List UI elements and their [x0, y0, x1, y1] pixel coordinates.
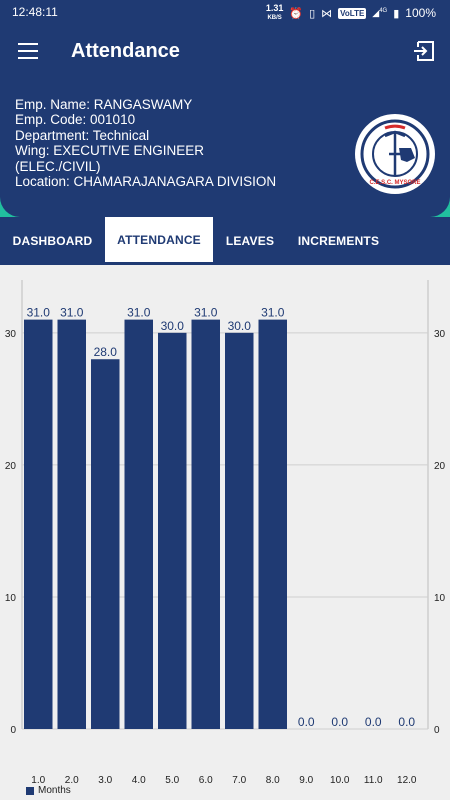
bar-value-label: 28.0 [94, 345, 118, 359]
app-bar: Attendance [0, 24, 450, 80]
alarm-icon: ⏰ [289, 7, 304, 20]
battery-icon: ▮ [393, 7, 400, 20]
bar-value-label: 31.0 [194, 306, 218, 320]
bar[interactable] [57, 319, 87, 729]
bar-value-label: 30.0 [161, 319, 185, 333]
bar[interactable] [124, 319, 154, 729]
employee-department: Department: Technical [15, 127, 150, 143]
tab-attendance[interactable]: ATTENDANCE [105, 217, 213, 265]
bar-value-label: 31.0 [127, 306, 151, 320]
tab-increments[interactable]: INCREMENTS [297, 234, 380, 248]
bar[interactable] [258, 319, 288, 729]
bar[interactable] [24, 319, 53, 729]
y-tick-left: 20 [5, 461, 17, 472]
bar-value-label: 30.0 [228, 319, 252, 333]
status-icons: 1.31 KB/S ⏰ ▯ ⋈ VoLTE ◢4G ▮ 100% [266, 4, 436, 22]
x-tick-label: 10.0 [330, 775, 350, 785]
x-tick-label: 3.0 [98, 775, 112, 785]
y-tick-right: 0 [434, 725, 440, 736]
status-bar: 12:48:11 1.31 KB/S ⏰ ▯ ⋈ VoLTE ◢4G ▮ 100… [0, 0, 450, 24]
signal-icon: ◢4G [372, 7, 388, 18]
y-tick-right: 10 [434, 593, 446, 604]
profile-card: Emp. Name: RANGASWAMY Emp. Code: 001010 … [0, 80, 450, 217]
status-time: 12:48:11 [12, 5, 58, 19]
x-tick-label: 4.0 [132, 775, 146, 785]
bar[interactable] [91, 359, 120, 729]
hamburger-menu-icon[interactable] [18, 43, 38, 59]
y-tick-right: 30 [434, 329, 446, 340]
bar-value-label: 0.0 [331, 715, 348, 729]
logout-icon[interactable] [412, 40, 436, 62]
profile-section: Emp. Name: RANGASWAMY Emp. Code: 001010 … [0, 80, 450, 220]
battery-level: 100% [405, 6, 436, 20]
network-speed-value: 1.31 [265, 3, 284, 13]
bar-value-label: 31.0 [261, 306, 285, 320]
bar-value-label: 0.0 [398, 715, 415, 729]
bar-value-label: 0.0 [298, 715, 315, 729]
bar-value-label: 31.0 [60, 306, 84, 320]
signal-label: 4G [379, 7, 388, 14]
legend-swatch [26, 786, 34, 795]
x-tick-label: 5.0 [165, 775, 179, 785]
tab-leaves[interactable]: LEAVES [225, 234, 275, 248]
tab-dashboard[interactable]: DASHBOARD [12, 234, 93, 248]
employee-code: Emp. Code: 001010 [15, 112, 136, 128]
x-tick-label: 8.0 [266, 775, 280, 785]
volte-badge: VoLTE [338, 7, 367, 19]
employee-details: Emp. Name: RANGASWAMY Emp. Code: 001010 … [15, 97, 276, 189]
network-speed-unit: KB/S [267, 15, 282, 21]
y-tick-left: 30 [5, 329, 17, 340]
cesc-logo: C.E.S.C. MYSORE [355, 114, 435, 194]
attendance-bar-chart: 0 0 10 10 20 20 30 30 31.0 1.0 31.0 2.0 28.0 3.0 31.0 4… [5, 280, 446, 785]
page-title: Attendance [71, 40, 180, 62]
logo-caption: C.E.S.C. MYSORE [369, 180, 420, 186]
bar[interactable] [158, 332, 187, 729]
x-tick-label: 6.0 [199, 775, 213, 785]
x-tick-label: 1.0 [31, 775, 45, 785]
tab-bar: DASHBOARD ATTENDANCE LEAVES INCREMENTS [0, 217, 450, 265]
y-tick-left: 10 [5, 593, 17, 604]
x-tick-label: 9.0 [299, 775, 313, 785]
attendance-chart: 0 0 10 10 20 20 30 30 31.0 1.0 31.0 2.0 28.0 3.0 31.0 4… [0, 265, 450, 800]
y-tick-right: 20 [434, 461, 446, 472]
x-tick-label: 12.0 [397, 775, 417, 785]
employee-wing-detail: (ELEC./CIVIL) [15, 158, 101, 174]
vibrate-icon: ▯ [309, 7, 316, 20]
employee-wing: Wing: EXECUTIVE ENGINEER [15, 143, 205, 159]
employee-name: Emp. Name: RANGASWAMY [15, 97, 193, 112]
chart-legend: Months [26, 785, 71, 796]
x-tick-label: 7.0 [232, 775, 246, 785]
y-tick-left: 0 [10, 725, 16, 736]
x-tick-label: 11.0 [364, 775, 383, 785]
network-speed: 1.31 KB/S [266, 4, 284, 22]
legend-label: Months [38, 785, 71, 796]
bar[interactable] [191, 319, 221, 729]
employee-location: Location: CHAMARAJANAGARA DIVISION [15, 174, 277, 190]
bar-value-label: 0.0 [365, 715, 382, 729]
bar[interactable] [225, 332, 254, 729]
bluetooth-icon: ⋈ [321, 7, 333, 20]
x-tick-label: 2.0 [65, 775, 79, 785]
bar-value-label: 31.0 [27, 306, 51, 320]
